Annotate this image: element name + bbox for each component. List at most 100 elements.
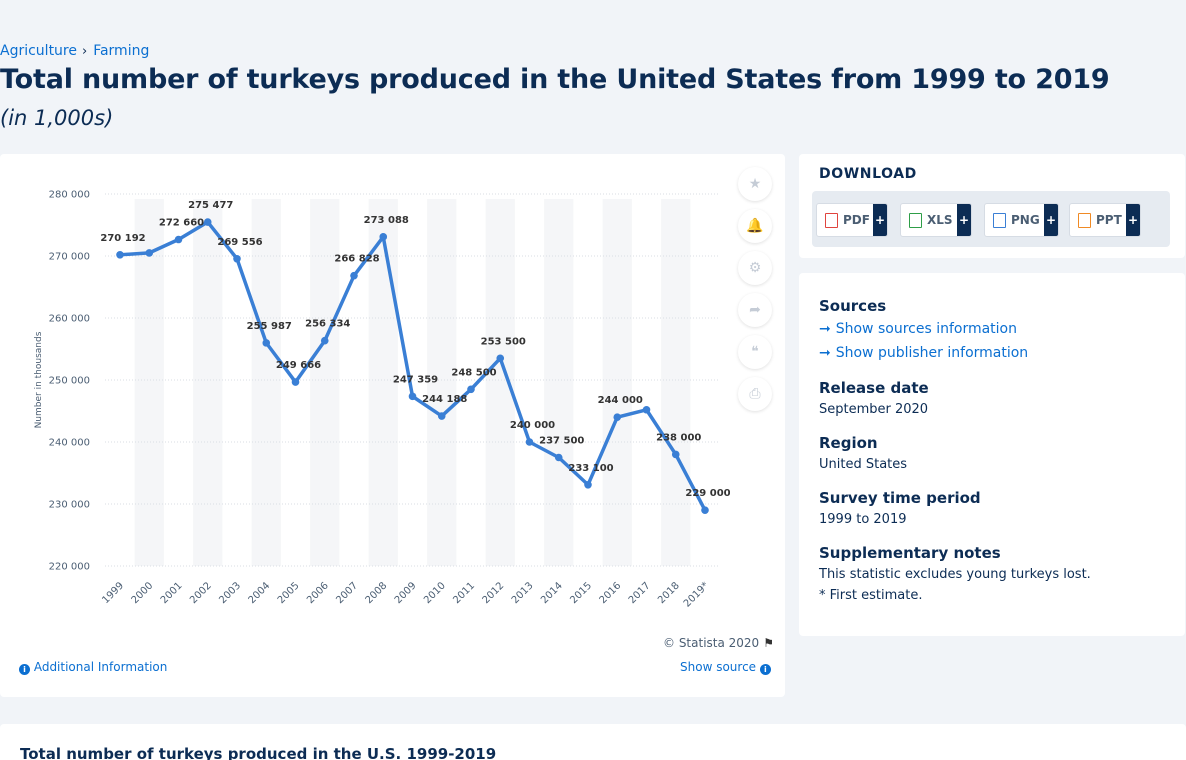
breadcrumb-separator: ›: [82, 43, 88, 59]
xls-file-icon: [909, 212, 922, 228]
x-tick-label: 2008: [364, 580, 390, 606]
ppt-file-icon: [1078, 212, 1091, 228]
report-flag-icon[interactable]: ⚑: [763, 636, 774, 650]
cite-quote-icon[interactable]: ❝: [738, 335, 772, 369]
x-tick-label: 1999: [100, 580, 126, 606]
supplementary-note-1: This statistic excludes young turkeys lo…: [819, 567, 1091, 582]
x-tick-label: 2003: [217, 580, 243, 606]
arrow-right-icon: ➞: [819, 345, 831, 361]
data-point: [701, 506, 709, 514]
x-tick-label: 2017: [627, 580, 653, 606]
data-point: [291, 378, 300, 386]
download-png-button[interactable]: PNG +: [984, 203, 1059, 237]
survey-period-heading: Survey time period: [819, 489, 981, 507]
download-ppt-button[interactable]: PPT +: [1069, 203, 1141, 237]
data-label: 270 192: [100, 233, 145, 244]
data-label: 249 666: [276, 360, 321, 371]
png-file-icon: [993, 212, 1006, 228]
data-point: [554, 453, 563, 462]
data-label: 229 000: [685, 488, 730, 499]
column-stripe: [310, 199, 340, 566]
data-point: [613, 413, 622, 422]
additional-information-link[interactable]: i Additional Information: [19, 660, 167, 675]
x-tick-label: 2011: [451, 580, 477, 606]
data-point: [203, 218, 212, 226]
data-label: 255 987: [247, 321, 292, 332]
page-title: Total number of turkeys produced in the …: [0, 64, 1110, 95]
x-tick-label: 2012: [481, 580, 507, 606]
chart-tools: ★ 🔔 ⚙ ➦ ❝ ⎙: [738, 167, 772, 419]
data-label: 275 477: [188, 200, 233, 211]
data-label: 233 100: [568, 463, 613, 474]
arrow-right-icon: ➞: [819, 321, 831, 337]
column-stripe: [544, 199, 574, 566]
x-tick-label: 2007: [334, 580, 360, 606]
data-label: 266 828: [334, 254, 379, 265]
data-point: [584, 480, 592, 489]
x-tick-label: 2004: [247, 580, 273, 606]
pdf-file-icon: [825, 212, 838, 228]
survey-period-value: 1999 to 2019: [819, 512, 907, 527]
show-publisher-label: Show publisher information: [835, 345, 1029, 361]
info-icon: i: [19, 664, 30, 675]
settings-gear-icon[interactable]: ⚙: [738, 251, 772, 285]
x-tick-label: 2009: [393, 580, 419, 606]
column-stripe: [368, 199, 398, 566]
data-label: 238 000: [656, 432, 701, 443]
chart-card: 220 000 230 000 240 000 250 000 260 000 270 0…: [0, 154, 785, 697]
statistic-details-card: Sources ➞ Show sources information ➞ Show …: [799, 273, 1185, 636]
download-xls-button[interactable]: XLS +: [900, 203, 972, 237]
breadcrumb-farming[interactable]: Farming: [93, 43, 150, 59]
favorite-star-icon[interactable]: ★: [738, 167, 772, 201]
supplementary-notes-heading: Supplementary notes: [819, 544, 1001, 562]
x-tick-label: 2006: [305, 580, 331, 606]
column-stripe: [193, 199, 223, 566]
download-title: DOWNLOAD: [819, 166, 917, 182]
x-tick-label: 2005: [276, 580, 302, 606]
download-pdf-label: PDF: [843, 213, 870, 227]
download-buttons: PDF + XLS + PNG + PPT +: [812, 191, 1170, 247]
x-tick-label: 2015: [568, 580, 594, 606]
show-source-label: Show source: [680, 660, 757, 674]
x-tick-label: 2016: [598, 580, 624, 606]
download-xls-label: XLS: [927, 213, 953, 227]
y-tick-label: 250 000: [49, 376, 90, 387]
supplementary-note-2: * First estimate.: [819, 588, 923, 603]
sources-heading: Sources: [819, 297, 887, 315]
share-icon[interactable]: ➦: [738, 293, 772, 327]
additional-information-label: Additional Information: [33, 660, 168, 674]
y-tick-label: 260 000: [49, 314, 90, 325]
y-tick-label: 280 000: [49, 190, 90, 201]
column-stripe: [661, 199, 691, 566]
show-publisher-link[interactable]: ➞ Show publisher information: [819, 345, 1028, 361]
data-label: 269 556: [217, 237, 262, 248]
y-tick-label: 220 000: [49, 562, 90, 573]
data-label: 273 088: [364, 215, 409, 226]
column-stripe: [251, 199, 281, 566]
print-icon[interactable]: ⎙: [738, 377, 772, 411]
breadcrumb-agriculture[interactable]: Agriculture: [0, 43, 77, 59]
x-tick-label: 2010: [422, 580, 448, 606]
notification-bell-icon[interactable]: 🔔: [738, 209, 772, 243]
download-pdf-button[interactable]: PDF +: [816, 203, 888, 237]
data-point: [525, 438, 534, 446]
breadcrumb: Agriculture › Farming: [0, 43, 149, 59]
data-label: 244 000: [598, 395, 643, 406]
region-heading: Region: [819, 434, 878, 452]
top-bar: [0, 0, 1186, 36]
data-point: [145, 249, 154, 257]
data-label: 272 660: [159, 218, 204, 229]
column-stripe: [427, 199, 457, 566]
data-label: 244 188: [422, 394, 467, 405]
release-date-heading: Release date: [819, 379, 929, 397]
show-source-link[interactable]: Show source i: [680, 660, 771, 675]
download-card: DOWNLOAD PDF + XLS + PNG + PPT +: [799, 154, 1185, 258]
data-label: 256 334: [305, 319, 350, 330]
download-png-label: PNG: [1011, 213, 1040, 227]
release-date-value: September 2020: [819, 402, 929, 417]
x-tick-label: 2014: [539, 580, 565, 606]
plus-icon: +: [1044, 204, 1058, 236]
column-stripe: [134, 199, 164, 566]
show-sources-link[interactable]: ➞ Show sources information: [819, 321, 1017, 337]
x-tick-label: 2002: [188, 580, 214, 606]
